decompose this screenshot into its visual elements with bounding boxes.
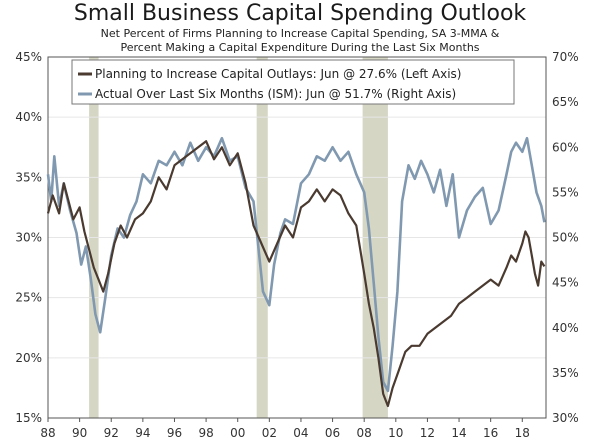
plot-frame — [47, 56, 547, 419]
series-line-planning — [46, 140, 546, 408]
left-tick-label-5: 40% — [15, 110, 42, 124]
x-tick-label-15: 18 — [515, 426, 530, 440]
right-tick-label-5: 55% — [552, 185, 579, 199]
left-tick-label-1: 20% — [15, 351, 42, 365]
x-tick-label-2: 92 — [104, 426, 119, 440]
right-tick-label-3: 45% — [552, 276, 579, 290]
x-tick-label-0: 88 — [40, 426, 55, 440]
right-tick-label-6: 60% — [552, 140, 579, 154]
right-tick-label-2: 40% — [552, 321, 579, 335]
x-tick-label-5: 98 — [198, 426, 213, 440]
subtitle-line-1: Net Percent of Firms Planning to Increas… — [100, 27, 500, 40]
right-tick-label-4: 50% — [552, 231, 579, 245]
chart-subtitle: Net Percent of Firms Planning to Increas… — [0, 27, 600, 55]
legend-label-planning: Planning to Increase Capital Outlays: Ju… — [95, 67, 461, 81]
series-lines — [46, 136, 546, 408]
x-tick-label-1: 90 — [72, 426, 87, 440]
left-tick-label-2: 25% — [15, 291, 42, 305]
x-tick-label-12: 12 — [420, 426, 435, 440]
x-tick-label-11: 10 — [388, 426, 403, 440]
left-tick-label-6: 45% — [15, 50, 42, 64]
legend: Planning to Increase Capital Outlays: Ju… — [71, 59, 515, 105]
x-tick-label-4: 96 — [167, 426, 182, 440]
right-tick-label-0: 30% — [552, 411, 579, 425]
x-tick-label-3: 94 — [135, 426, 150, 440]
right-tick-label-8: 70% — [552, 50, 579, 64]
legend-box — [71, 59, 515, 105]
x-tick-label-6: 00 — [230, 426, 245, 440]
x-tick-label-7: 02 — [262, 426, 277, 440]
left-tick-label-0: 15% — [15, 411, 42, 425]
series-line-actual — [46, 136, 546, 393]
gridlines — [48, 116, 546, 359]
legend-label-actual: Actual Over Last Six Months (ISM): Jun @… — [95, 87, 456, 101]
left-tick-label-4: 35% — [15, 170, 42, 184]
right-tick-label-1: 35% — [552, 366, 579, 380]
chart-title: Small Business Capital Spending Outlook — [73, 1, 527, 26]
left-tick-label-3: 30% — [15, 231, 42, 245]
right-tick-label-7: 65% — [552, 95, 579, 109]
x-tick-label-8: 04 — [293, 426, 308, 440]
x-tick-label-10: 08 — [357, 426, 372, 440]
x-tick-label-13: 14 — [451, 426, 466, 440]
x-tick-label-14: 16 — [483, 426, 498, 440]
x-tick-label-9: 06 — [325, 426, 340, 440]
subtitle-line-2: Percent Making a Capital Expenditure Dur… — [120, 41, 480, 54]
right-axis-ticks: 30% 35% 40% 45% 50% 55% 60% 65% 70% — [552, 50, 579, 425]
x-axis-ticks: 88 90 92 94 96 98 00 02 04 06 08 10 12 14 16 18 — [40, 418, 530, 440]
left-axis-ticks: 15% 20% 25% 30% 35% 40% 45% — [15, 50, 42, 425]
